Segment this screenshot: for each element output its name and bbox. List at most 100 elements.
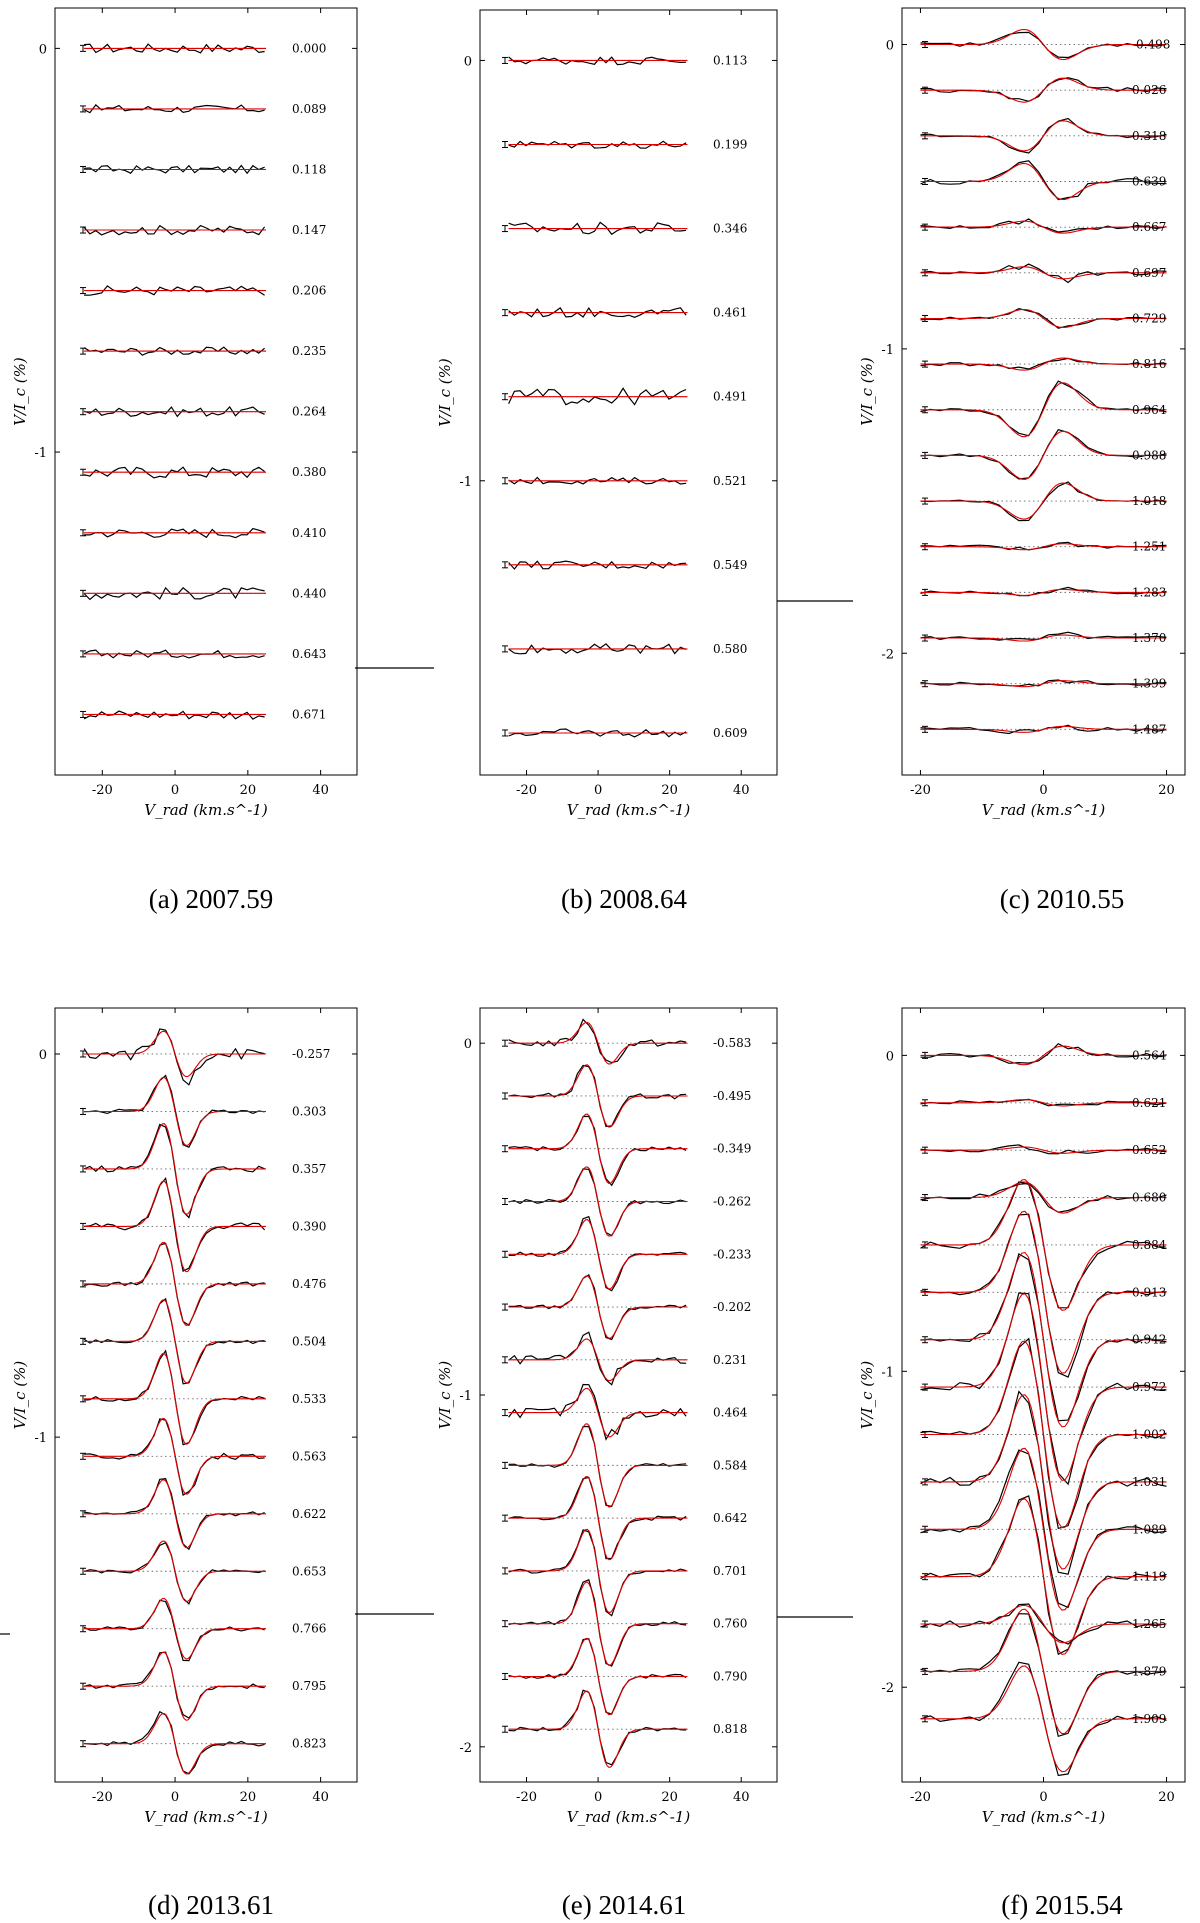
observed-profile-line <box>508 1018 687 1064</box>
observed-profile-line <box>83 1028 265 1086</box>
observed-profile-line <box>83 466 265 479</box>
phase-label: 0.671 <box>292 707 326 721</box>
error-bar <box>502 56 508 64</box>
error-bar <box>502 729 508 737</box>
phase-label: 0.790 <box>713 1669 747 1683</box>
model-profile-line <box>508 1338 688 1382</box>
model-profile-line <box>920 482 1167 520</box>
phase-label: 0.089 <box>292 102 326 116</box>
observed-profile-line <box>508 728 687 738</box>
observed-profile-line <box>920 586 1167 597</box>
phase-label: 0.026 <box>1132 83 1166 97</box>
panel-caption-f: (f) 2015.54 <box>1001 1890 1123 1920</box>
error-bar <box>502 225 508 233</box>
phase-label: 0.680 <box>1132 1191 1166 1205</box>
observed-profile-line <box>920 679 1167 687</box>
model-profile-line <box>84 1030 266 1078</box>
model-profile-line <box>920 357 1167 371</box>
model-profile-line <box>84 1418 266 1495</box>
plot-frame <box>479 9 778 776</box>
phase-label: -0.498 <box>1132 38 1170 52</box>
error-bar <box>80 44 86 52</box>
error-bar <box>502 1356 508 1364</box>
phase-label: 0.580 <box>713 642 747 656</box>
phase-label: 0.818 <box>713 1722 747 1736</box>
observed-profile-line <box>508 221 687 236</box>
x-axis-label: V_rad (km.s^-1) <box>982 1808 1106 1826</box>
model-profile-line <box>920 1498 1167 1655</box>
x-tick-label: 20 <box>1158 783 1175 798</box>
model-profile-line <box>920 725 1167 733</box>
plot-frame <box>54 1007 358 1783</box>
phase-label: 0.972 <box>1132 1380 1166 1394</box>
model-profile-line <box>920 1099 1167 1107</box>
error-bar <box>502 561 508 569</box>
phase-label: 0.000 <box>292 41 326 55</box>
phase-label: 1.119 <box>1132 1570 1166 1584</box>
model-profile-line <box>920 1179 1167 1311</box>
phase-label: 0.701 <box>713 1564 747 1578</box>
model-profile-line <box>920 1608 1167 1735</box>
x-axis-label: V_rad (km.s^-1) <box>982 801 1106 819</box>
x-tick-label: 40 <box>312 783 329 798</box>
error-bar <box>502 393 508 401</box>
phase-label: 0.461 <box>713 306 747 320</box>
phase-label: 0.816 <box>1132 357 1166 371</box>
model-profile-line <box>84 1712 266 1775</box>
phase-label: 0.942 <box>1132 1333 1166 1347</box>
observed-profile-line <box>83 346 265 356</box>
phase-label: 0.549 <box>713 558 747 572</box>
x-tick-label: 20 <box>661 1790 678 1805</box>
phase-label: 0.563 <box>292 1449 326 1463</box>
model-profile-line <box>508 1219 688 1290</box>
observed-profile-line <box>508 1331 687 1386</box>
chart-panel-e: -20 0 20 40 0 -1 -2 V_rad (km.s^-1) V/I_c (%) -0.… <box>436 1007 778 1826</box>
x-tick-label: -20 <box>516 1790 537 1805</box>
x-tick-label: 0 <box>171 783 179 798</box>
observed-profile-line <box>920 263 1167 284</box>
model-profile-line <box>920 220 1167 234</box>
error-bar <box>80 226 86 234</box>
x-tick-label: -20 <box>910 783 931 798</box>
y-tick-label: 0 <box>886 39 894 54</box>
model-profile-line <box>920 680 1167 688</box>
x-tick-label: -20 <box>910 1790 931 1805</box>
model-profile-line <box>508 1275 688 1339</box>
phase-label: 1.018 <box>1132 494 1166 508</box>
phase-label: 1.283 <box>1132 585 1166 599</box>
error-bar <box>502 309 508 317</box>
x-tick-label: 40 <box>733 783 750 798</box>
x-tick-label: 0 <box>171 1790 179 1805</box>
model-profile-line <box>508 1423 688 1508</box>
phase-label: 1.399 <box>1132 677 1166 691</box>
observed-profile-line <box>83 1542 265 1605</box>
phase-label: 0.118 <box>292 162 326 176</box>
model-profile-line <box>920 1045 1167 1066</box>
error-bar <box>80 650 86 658</box>
error-bar <box>80 1280 86 1288</box>
phase-label: 1.031 <box>1132 1475 1166 1489</box>
phase-label: 1.251 <box>1132 540 1166 554</box>
phase-label: 1.487 <box>1132 722 1166 736</box>
error-bar <box>502 1620 508 1628</box>
phase-label: 0.113 <box>713 53 747 67</box>
chart-panel-a: -20 0 20 40 0 -1 V_rad (km.s^-1) V/I_c (%) 0.000… <box>11 7 358 819</box>
observed-profile-line <box>508 1215 687 1292</box>
error-bar <box>80 1107 86 1115</box>
phase-label: 0.206 <box>292 284 326 298</box>
observed-profile-line <box>508 1115 687 1187</box>
model-profile-line <box>920 588 1167 596</box>
observed-profile-line <box>83 710 265 720</box>
x-axis-label: V_rad (km.s^-1) <box>144 1808 268 1826</box>
model-profile-line <box>920 382 1167 438</box>
model-profile-line <box>920 1252 1167 1428</box>
observed-profile-line <box>84 1418 265 1496</box>
y-tick-label: -1 <box>881 343 894 358</box>
error-bar <box>502 1514 508 1522</box>
model-profile-line <box>920 1340 1167 1529</box>
y-tick-label: -2 <box>881 647 894 662</box>
observed-profile-line <box>508 1529 687 1617</box>
model-profile-line <box>920 1293 1167 1481</box>
phase-label: 0.491 <box>713 390 747 404</box>
